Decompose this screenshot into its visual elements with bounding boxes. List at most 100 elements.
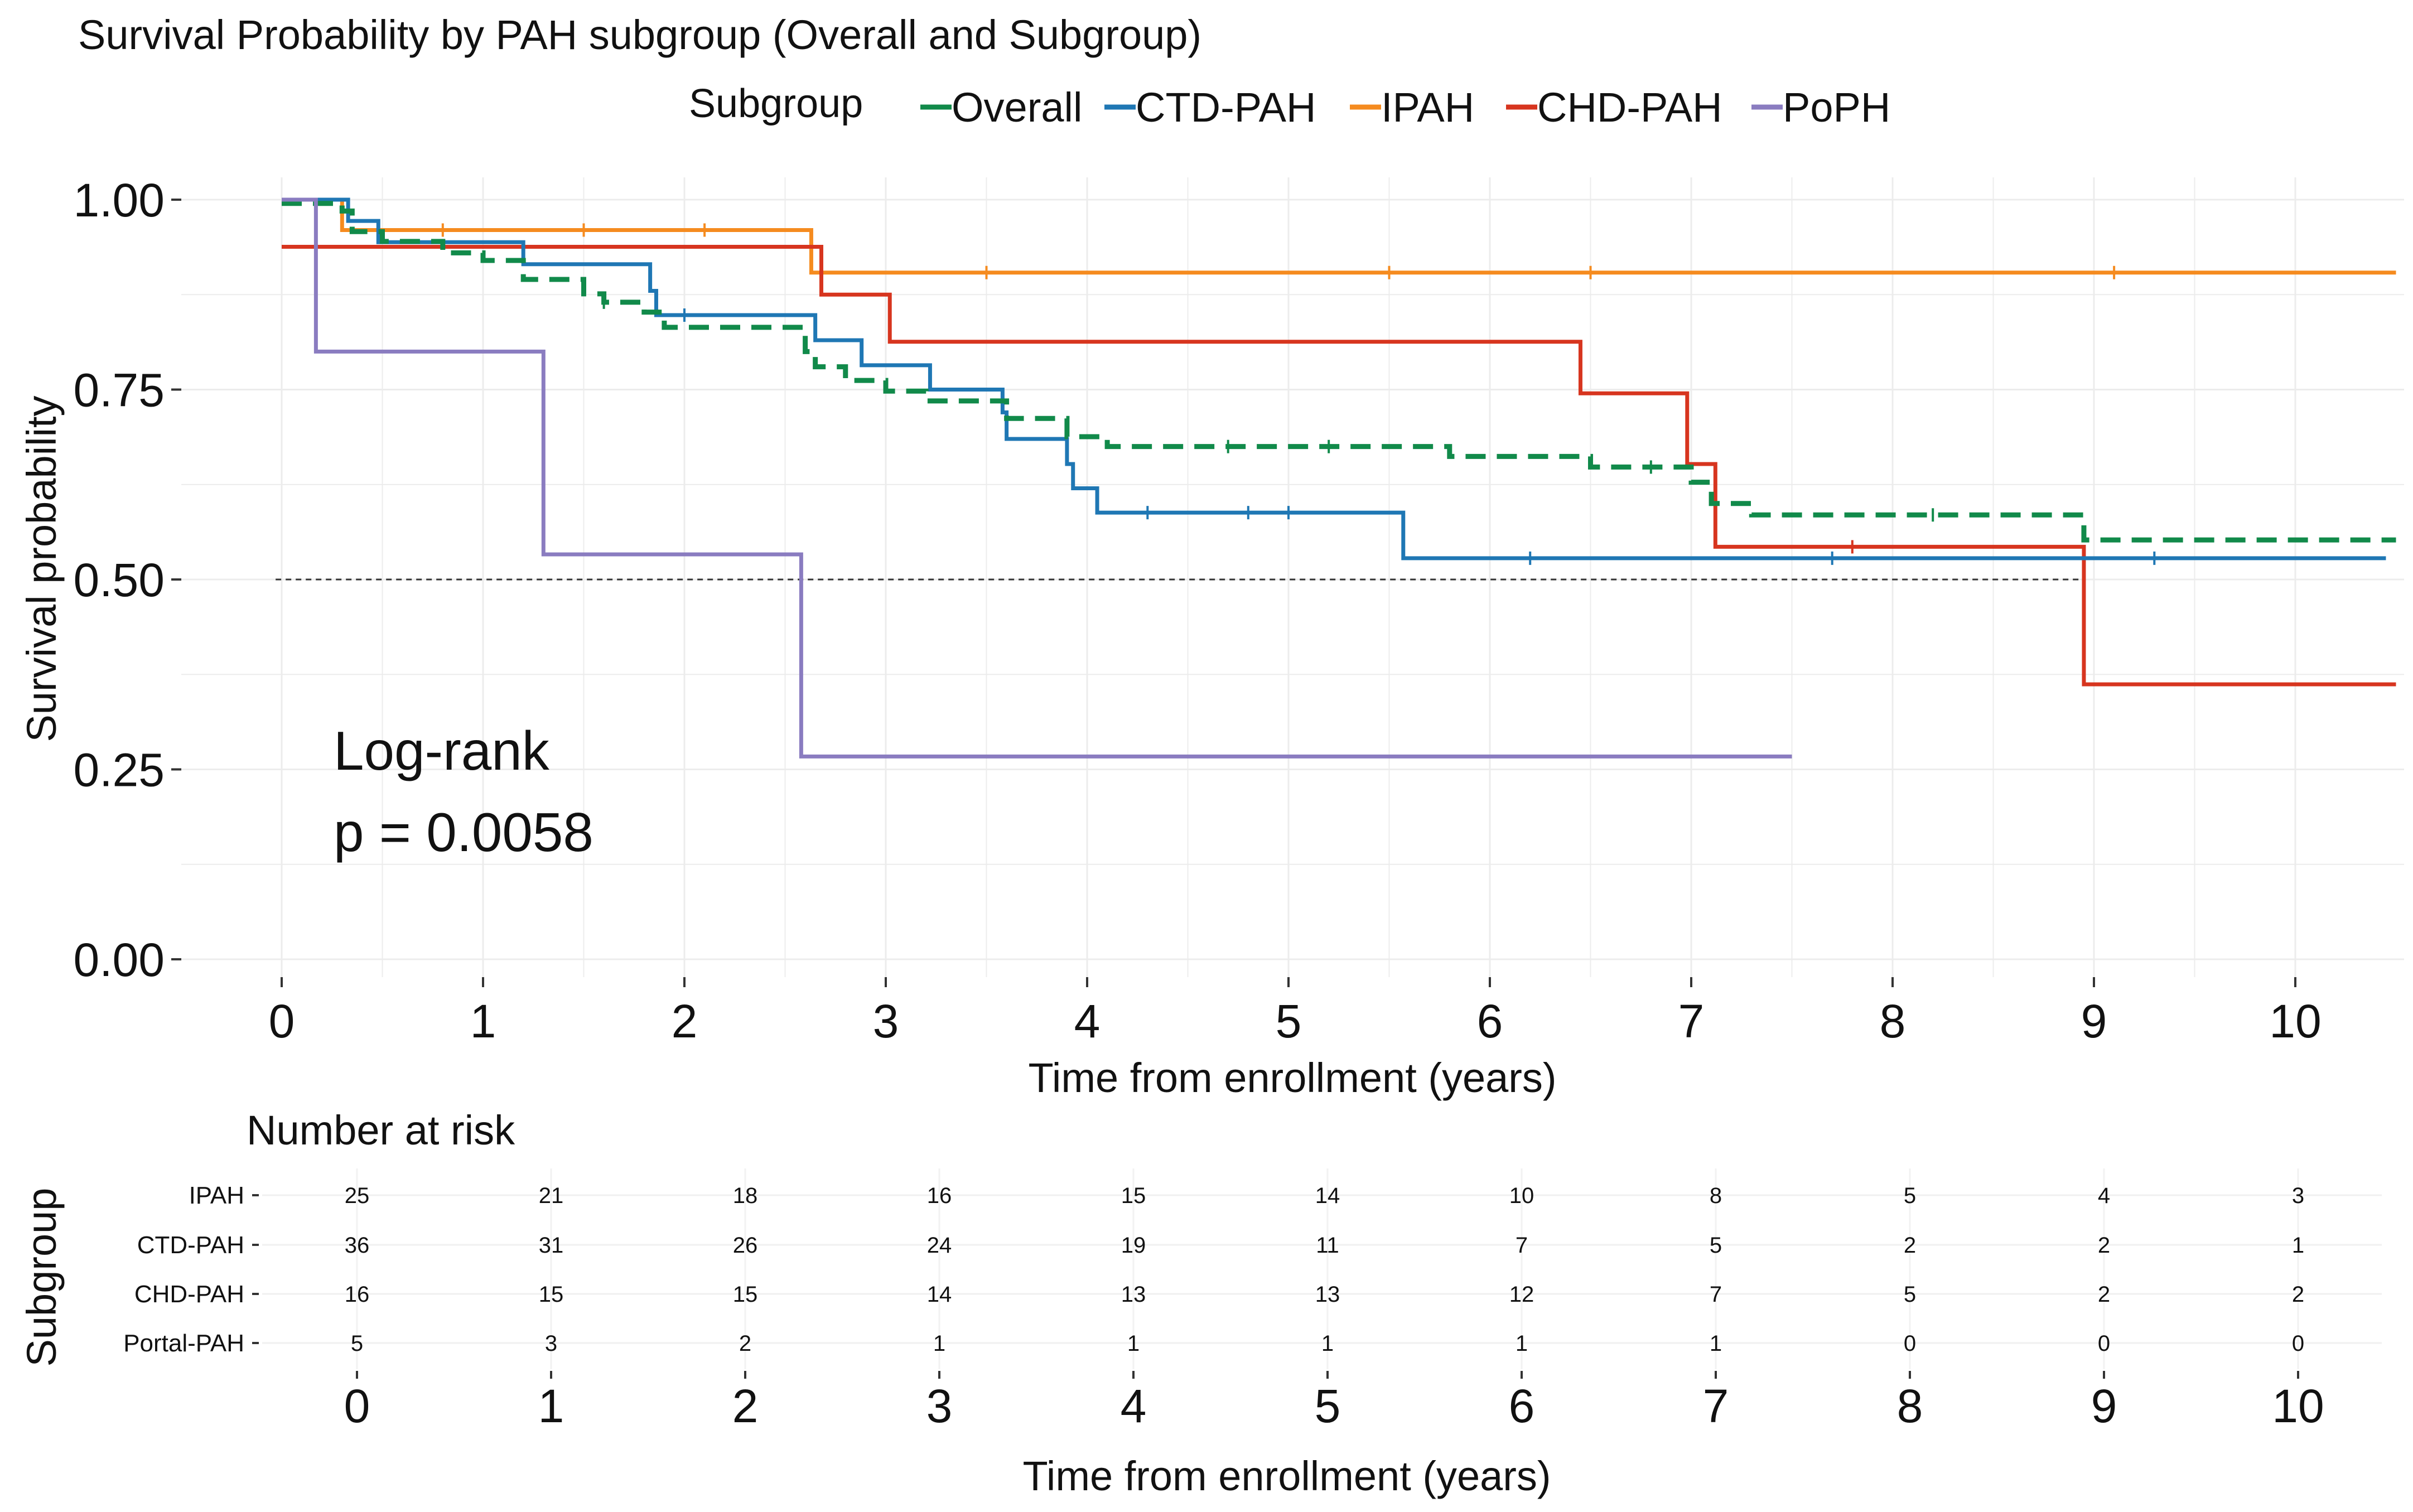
risk-count: 5 <box>1904 1282 1916 1307</box>
x-tick-label: 4 <box>1074 995 1101 1047</box>
risk-count: 2 <box>739 1331 751 1356</box>
x-tick-label: 5 <box>1276 995 1302 1047</box>
risk-count: 10 <box>1509 1183 1534 1208</box>
risk-count: 2 <box>2292 1282 2304 1307</box>
plot-axes: 0.00 0.25 0.50 0.75 1.00 0 1 2 3 4 5 6 7 8 9 10 <box>74 174 2322 1047</box>
risk-count: 25 <box>345 1183 370 1208</box>
risk-count: 12 <box>1509 1282 1534 1307</box>
risk-table-y-label: Subgroup <box>18 1188 65 1367</box>
risk-x-tick-label: 6 <box>1509 1380 1535 1432</box>
risk-row-label: CTD-PAH <box>137 1231 244 1259</box>
risk-x-tick-label: 1 <box>538 1380 564 1432</box>
y-tick-label: 0.00 <box>74 934 165 986</box>
legend-label-overall: Overall <box>952 84 1082 131</box>
x-tick-label: 0 <box>269 995 295 1047</box>
x-tick-label: 1 <box>470 995 496 1047</box>
risk-count: 15 <box>1121 1183 1146 1208</box>
x-tick-label: 6 <box>1477 995 1503 1047</box>
legend-label-poph: PoPH <box>1783 84 1890 131</box>
risk-count: 15 <box>733 1282 758 1307</box>
risk-count: 36 <box>345 1233 370 1258</box>
risk-count: 0 <box>1904 1331 1916 1356</box>
risk-count: 18 <box>733 1183 758 1208</box>
log-rank-annotation: Log-rank p = 0.0058 <box>334 720 593 863</box>
risk-table-x-label: Time from enrollment (years) <box>1022 1453 1551 1499</box>
legend-label-chd-pah: CHD-PAH <box>1537 84 1722 131</box>
x-tick-label: 7 <box>1678 995 1705 1047</box>
risk-x-tick-label: 5 <box>1315 1380 1341 1432</box>
risk-count: 2 <box>1904 1233 1916 1258</box>
risk-count: 0 <box>2098 1331 2110 1356</box>
x-tick-label: 9 <box>2081 995 2107 1047</box>
plot-series <box>276 197 2396 759</box>
risk-count: 11 <box>1316 1233 1339 1258</box>
risk-count: 13 <box>1315 1282 1340 1307</box>
risk-count: 26 <box>733 1233 758 1258</box>
risk-count: 21 <box>539 1183 564 1208</box>
risk-row-label: Portal-PAH <box>123 1330 244 1357</box>
y-tick-label: 0.50 <box>74 554 165 606</box>
risk-count: 2 <box>2098 1233 2110 1258</box>
legend-label-ctd-pah: CTD-PAH <box>1136 84 1316 131</box>
risk-count: 8 <box>1710 1183 1722 1208</box>
risk-x-tick-label: 4 <box>1121 1380 1147 1432</box>
risk-count: 14 <box>1315 1183 1340 1208</box>
risk-table-grid <box>262 1168 2382 1369</box>
risk-count: 7 <box>1710 1282 1722 1307</box>
risk-x-tick-label: 8 <box>1897 1380 1923 1432</box>
risk-count: 5 <box>351 1331 363 1356</box>
risk-table-title: Number at risk <box>247 1107 515 1153</box>
x-tick-label: 8 <box>1880 995 1906 1047</box>
log-rank-p-value: p = 0.0058 <box>334 801 593 863</box>
risk-count: 2 <box>2098 1282 2110 1307</box>
log-rank-label: Log-rank <box>334 720 550 781</box>
y-axis-label: Survival probability <box>18 395 65 742</box>
series-line-overall <box>282 201 2396 543</box>
risk-count: 5 <box>1710 1233 1722 1258</box>
legend: Subgroup Overall CTD-PAH IPAH CHD-PAH PoPH <box>689 81 1890 131</box>
risk-x-tick-label: 7 <box>1703 1380 1729 1432</box>
legend-label-ipah: IPAH <box>1381 84 1474 131</box>
x-axis-label: Time from enrollment (years) <box>1028 1055 1556 1101</box>
risk-count: 31 <box>539 1233 564 1258</box>
legend-title: Subgroup <box>689 81 863 126</box>
risk-x-tick-label: 10 <box>2272 1380 2324 1432</box>
risk-count: 7 <box>1516 1233 1528 1258</box>
risk-count: 4 <box>2098 1183 2110 1208</box>
risk-count: 1 <box>2292 1233 2304 1258</box>
x-tick-label: 10 <box>2269 995 2321 1047</box>
series-line-poph <box>282 197 1792 759</box>
risk-count: 19 <box>1121 1233 1146 1258</box>
y-tick-label: 1.00 <box>74 174 165 226</box>
risk-count: 1 <box>1516 1331 1528 1356</box>
risk-count: 1 <box>933 1331 945 1356</box>
series-line-ctd-pah <box>282 197 2386 561</box>
risk-x-tick-label: 9 <box>2091 1380 2117 1432</box>
series-line-ipah <box>282 197 2396 275</box>
x-tick-label: 2 <box>672 995 698 1047</box>
risk-count: 1 <box>1127 1331 1140 1356</box>
risk-x-tick-label: 2 <box>732 1380 759 1432</box>
x-tick-label: 3 <box>873 995 899 1047</box>
y-tick-label: 0.25 <box>74 744 165 796</box>
risk-row-label: IPAH <box>189 1182 244 1209</box>
risk-x-tick-label: 3 <box>926 1380 953 1432</box>
risk-count: 14 <box>927 1282 952 1307</box>
risk-count: 24 <box>927 1233 952 1258</box>
risk-count: 3 <box>545 1331 557 1356</box>
y-tick-label: 0.75 <box>74 364 165 417</box>
risk-count: 0 <box>2292 1331 2304 1356</box>
risk-count: 1 <box>1710 1331 1722 1356</box>
risk-count: 1 <box>1321 1331 1334 1356</box>
risk-x-tick-label: 0 <box>344 1380 370 1432</box>
risk-count: 16 <box>345 1282 370 1307</box>
risk-row-label: CHD-PAH <box>134 1281 244 1308</box>
series-line-chd-pah <box>282 244 2396 687</box>
risk-count: 13 <box>1121 1282 1146 1307</box>
risk-count: 3 <box>2292 1183 2304 1208</box>
chart-title: Survival Probability by PAH subgroup (Ov… <box>78 12 1201 58</box>
risk-count: 5 <box>1904 1183 1916 1208</box>
risk-count: 16 <box>927 1183 952 1208</box>
